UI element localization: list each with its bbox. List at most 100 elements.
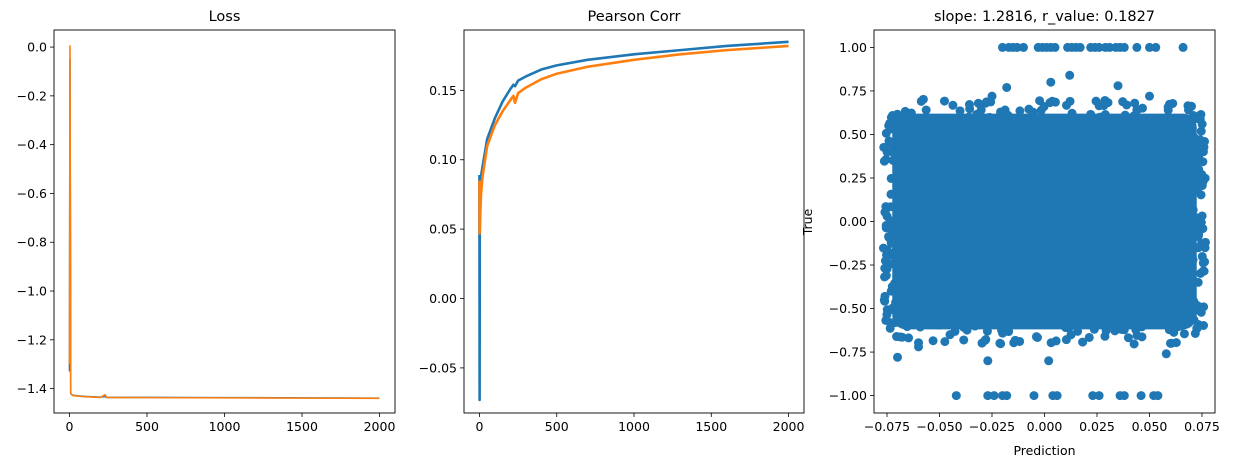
scatter-point (1129, 339, 1139, 349)
scatter-point (1165, 338, 1175, 348)
scatter-point (1193, 301, 1203, 311)
pearson-corr-x-tick-label: 500 (545, 419, 569, 434)
scatter-point (1161, 349, 1171, 359)
scatter-point (1200, 257, 1210, 267)
scatter-point (1119, 42, 1129, 52)
scatter-point (1123, 333, 1133, 343)
scatter-y-tick-label: −0.75 (829, 345, 867, 360)
scatter-point (1164, 325, 1174, 335)
scatter-point (983, 391, 993, 401)
loss-x-tick-label: 2000 (364, 419, 396, 434)
scatter-point (928, 336, 938, 346)
scatter-point (1050, 42, 1060, 52)
scatter-x-tick-label: −0.050 (916, 419, 962, 434)
scatter-point (983, 356, 993, 366)
scatter-point (1075, 42, 1085, 52)
scatter-point (1036, 105, 1046, 115)
scatter-point (902, 322, 912, 332)
scatter-point (1151, 42, 1161, 52)
scatter-point (1132, 42, 1142, 52)
scatter-point (1195, 135, 1205, 145)
scatter-point (1153, 391, 1163, 401)
scatter-point (1019, 42, 1028, 52)
scatter-point (1182, 138, 1192, 148)
scatter-point (995, 338, 1005, 348)
scatter-point (1198, 157, 1208, 167)
scatter-point (1002, 391, 1012, 401)
pearson-corr-x-tick-label: 1000 (618, 419, 650, 434)
scatter-point (1069, 114, 1079, 124)
scatter-point (964, 112, 974, 122)
scatter-y-tick-label: 1.00 (839, 40, 867, 55)
scatter-point (1091, 96, 1101, 106)
loss-y-tick-label: −1.4 (17, 381, 47, 396)
scatter-point (1136, 391, 1146, 401)
scatter-point (1192, 223, 1202, 233)
scatter-point (997, 325, 1007, 335)
scatter-point (889, 148, 899, 158)
scatter-x-tick-label: 0.075 (1184, 419, 1220, 434)
pearson-corr-y-tick-label: 0.15 (429, 83, 457, 98)
scatter-point (1191, 157, 1201, 167)
scatter-point (1108, 319, 1118, 329)
scatter-point (1113, 81, 1123, 91)
scatter-point (959, 335, 969, 345)
scatter-x-tick-label: 0.050 (1132, 419, 1168, 434)
scatter-point (992, 115, 1002, 125)
scatter-y-tick-label: 0.00 (839, 214, 867, 229)
scatter-point (1186, 164, 1196, 174)
scatter-point (879, 142, 889, 152)
scatter-point (1137, 332, 1147, 342)
scatter-point (1052, 391, 1062, 401)
scatter-y-tick-label: −1.00 (829, 388, 867, 403)
scatter-plot-area (879, 42, 1210, 401)
scatter-point (1029, 391, 1039, 401)
scatter-point (1022, 114, 1032, 124)
scatter-point (1188, 255, 1198, 265)
scatter-point (914, 342, 924, 352)
scatter-point (1144, 42, 1154, 52)
scatter-point (1100, 95, 1110, 105)
scatter-point (970, 321, 980, 331)
scatter-point (982, 326, 992, 336)
loss-chart: Loss 0 500 1000 1500 2000 0.0 −0.2 −0.4 −0.6 −0.8… (17, 9, 396, 434)
scatter-point (890, 278, 900, 288)
scatter-point (939, 96, 949, 106)
scatter-point (918, 94, 928, 104)
scatter-point (886, 173, 896, 183)
scatter-y-tick-label: 0.50 (839, 127, 867, 142)
scatter-point (885, 323, 895, 333)
scatter-point (1012, 42, 1022, 52)
pearson-corr-chart: Pearson Corr 0 500 1000 1500 2000 −0.05 0.00 0.… (419, 9, 805, 434)
scatter-point (948, 100, 958, 110)
scatter-point (976, 105, 986, 115)
scatter-point (879, 295, 889, 305)
scatter-point (1194, 230, 1204, 239)
scatter-point (884, 232, 894, 242)
scatter-point (921, 105, 931, 115)
scatter-point (1193, 243, 1203, 253)
scatter-point (1144, 91, 1154, 101)
scatter-point (888, 156, 898, 166)
scatter-point (880, 263, 890, 273)
loss-y-tick-label: −1.0 (17, 284, 47, 299)
scatter-point (892, 109, 902, 119)
scatter-point (955, 106, 965, 116)
scatter-point (893, 352, 903, 362)
scatter-point (1015, 336, 1025, 346)
pearson-corr-x-tick-label: 1500 (695, 419, 727, 434)
loss-x-tick-label: 0 (66, 419, 74, 434)
scatter-point (1002, 82, 1012, 92)
scatter-point (1197, 181, 1207, 191)
scatter-point (981, 98, 991, 108)
scatter-point (1061, 335, 1071, 345)
scatter-point (1119, 325, 1129, 335)
pearson-corr-y-tick-label: 0.10 (429, 152, 457, 167)
scatter-point (1094, 391, 1104, 401)
scatter-point (1178, 42, 1188, 52)
scatter-point (879, 243, 889, 253)
scatter-point (973, 98, 983, 108)
scatter-point (1137, 103, 1147, 113)
scatter-point (1044, 356, 1054, 366)
scatter-point (1061, 321, 1071, 331)
